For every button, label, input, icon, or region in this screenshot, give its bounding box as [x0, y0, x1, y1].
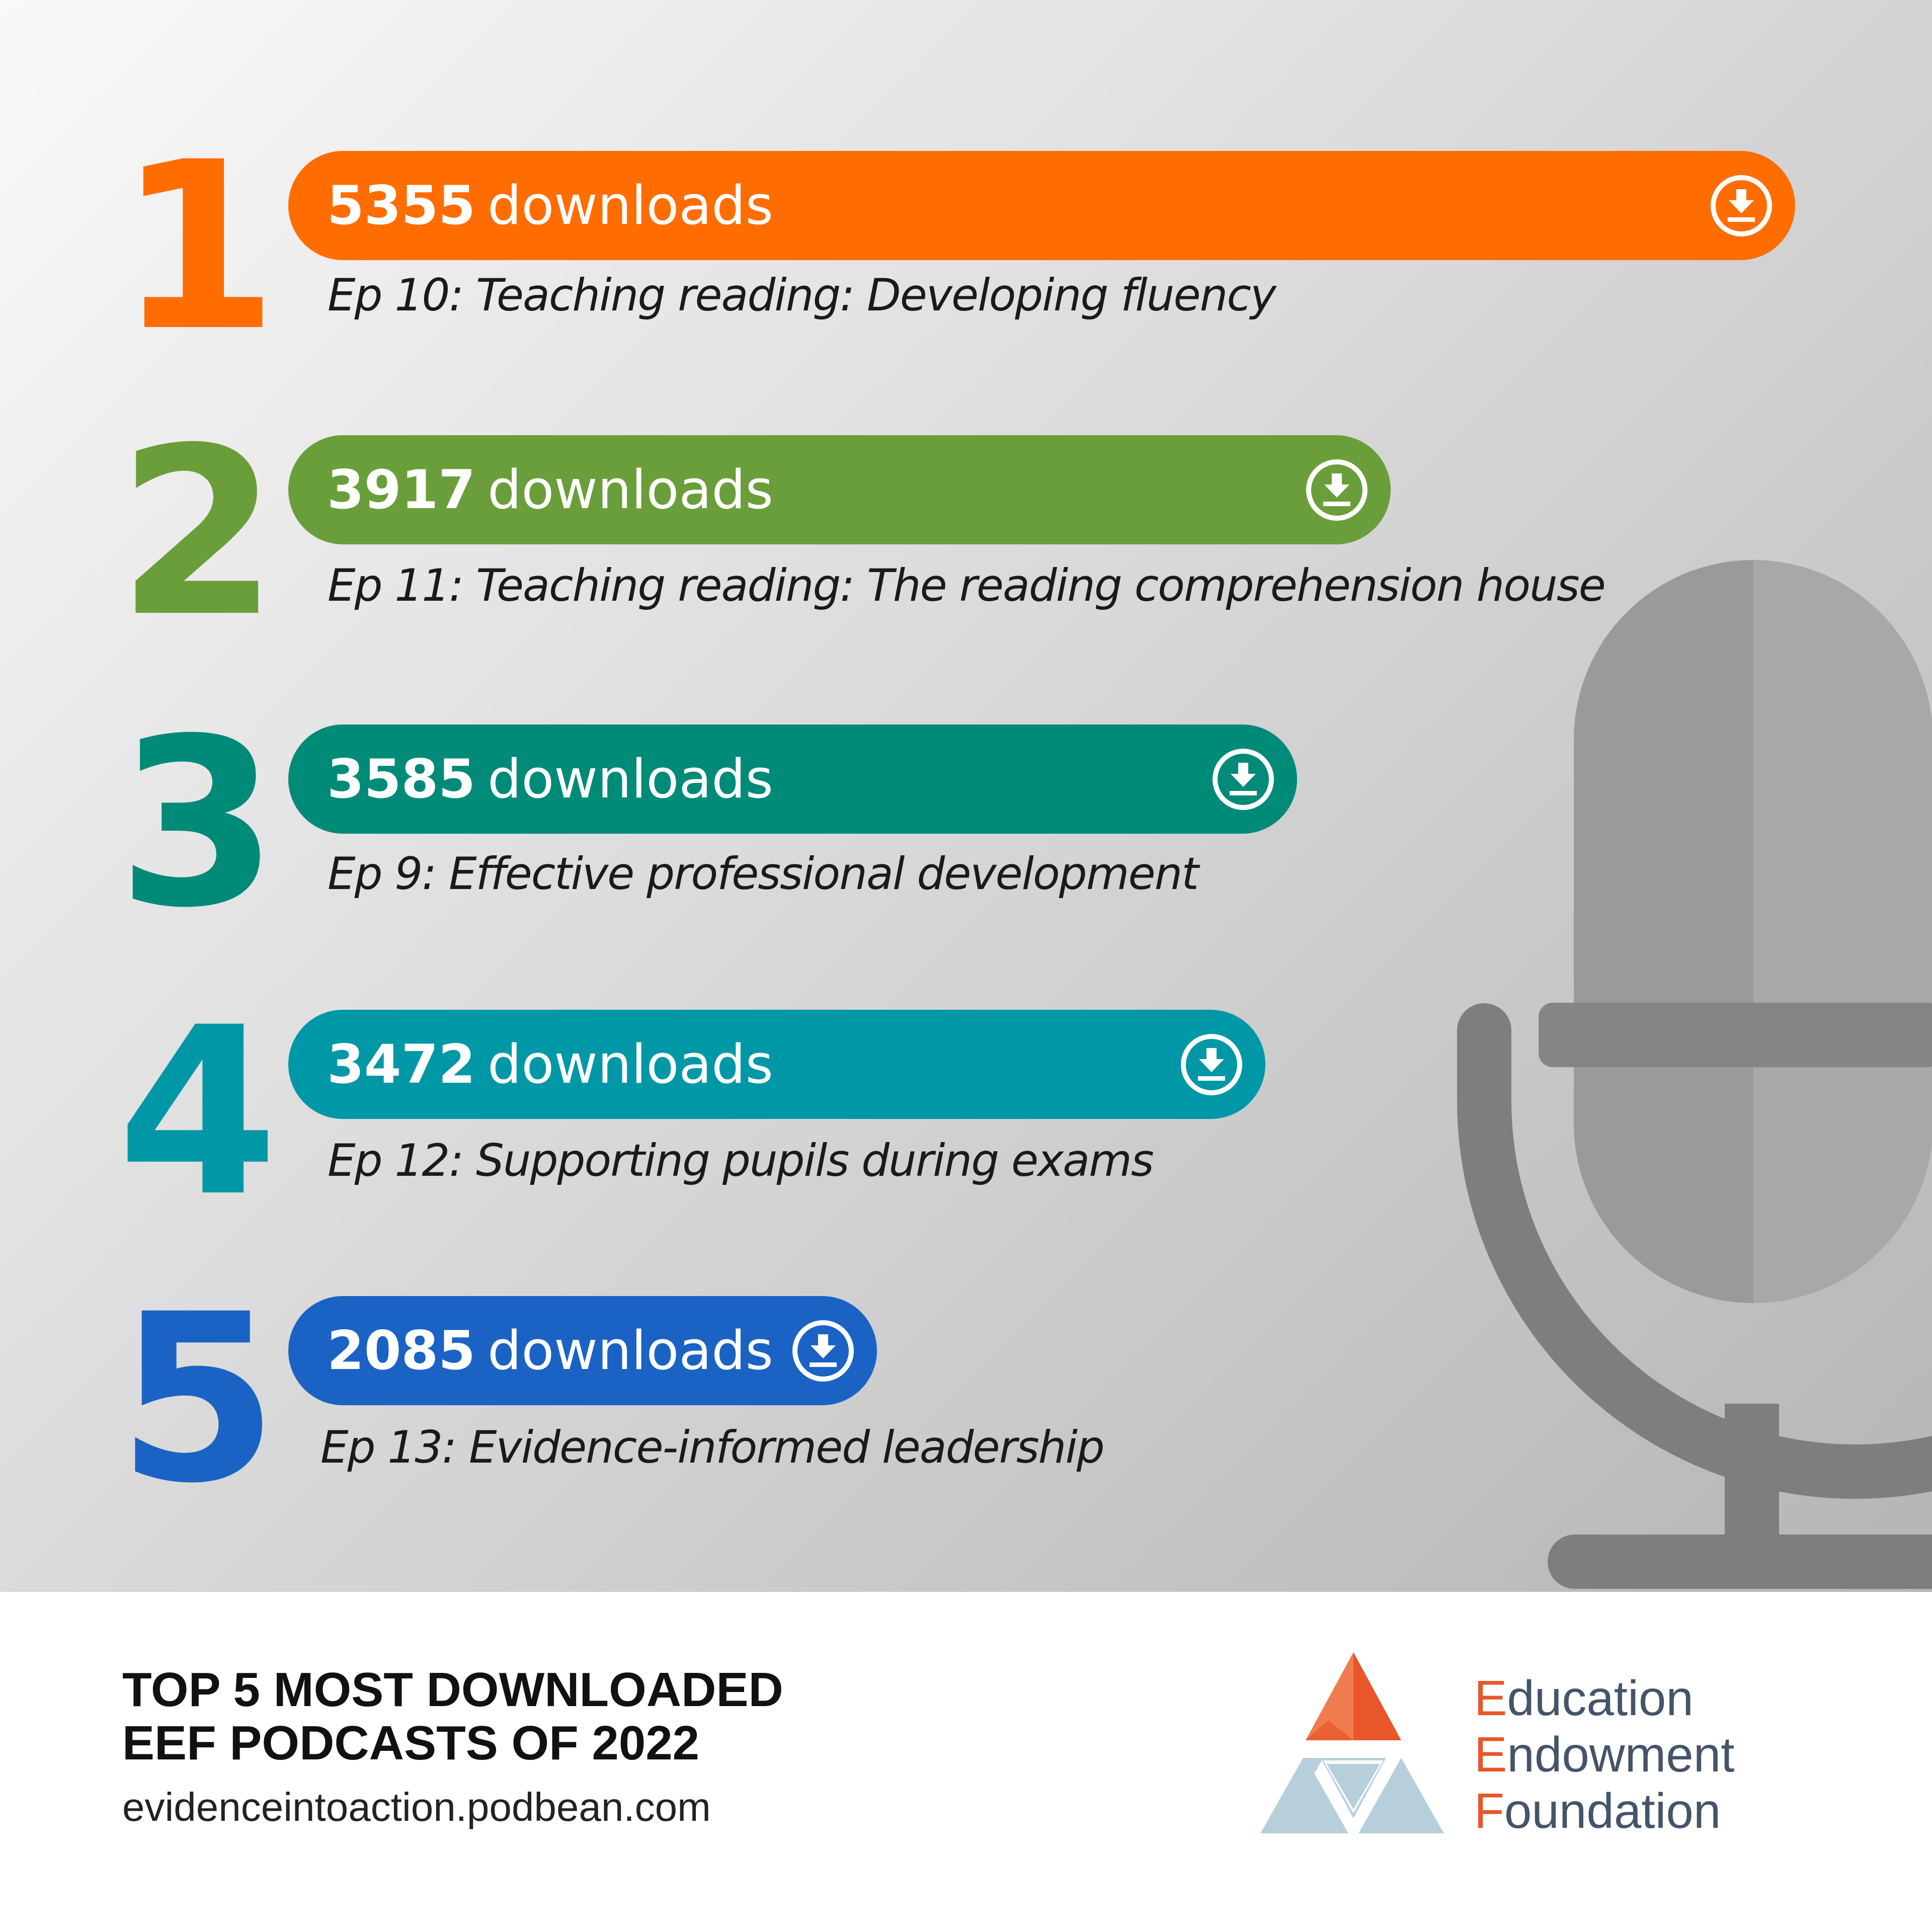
logo-line-3: Foundation	[1474, 1783, 1735, 1839]
bar-label: 3917 downloads	[327, 435, 773, 544]
podcast-url-link[interactable]: evidenceintoaction.podbean.com	[122, 1785, 711, 1829]
eef-triangle-logo	[1260, 1652, 1444, 1833]
download-circle-icon[interactable]	[1304, 457, 1370, 523]
rank-number: 2	[117, 398, 278, 668]
episode-title: Ep 9: Effective professional development	[328, 848, 1199, 900]
logo-rest-2: ndowment	[1507, 1727, 1735, 1782]
download-count: 3472	[327, 1033, 476, 1095]
logo-line-2: Endowment	[1474, 1726, 1735, 1783]
episode-title: Ep 11: Teaching reading: The reading com…	[328, 559, 1606, 611]
microphone-icon	[1457, 560, 1932, 1589]
logo-rest-3: oundation	[1504, 1783, 1721, 1838]
footer: TOP 5 MOST DOWNLOADED EEF PODCASTS OF 20…	[0, 1592, 1932, 1932]
download-unit: downloads	[488, 175, 773, 236]
download-unit: downloads	[488, 1320, 773, 1382]
bar-label: 5355 downloads	[327, 151, 773, 260]
download-count: 3917	[327, 459, 476, 521]
download-bar: 3585 downloads	[288, 725, 1297, 834]
download-bar: 2085 downloads	[288, 1296, 877, 1405]
logo-line-1: Education	[1474, 1670, 1735, 1726]
download-bar: 3917 downloads	[288, 435, 1391, 544]
download-circle-icon[interactable]	[790, 1318, 856, 1384]
bar-label: 2085 downloads	[327, 1296, 773, 1405]
download-unit: downloads	[488, 459, 773, 521]
download-count: 2085	[327, 1320, 476, 1382]
download-unit: downloads	[488, 1033, 773, 1095]
episode-title: Ep 12: Supporting pupils during exams	[328, 1135, 1154, 1186]
bar-label: 3585 downloads	[327, 725, 773, 834]
download-circle-icon[interactable]	[1179, 1032, 1244, 1097]
episode-title: Ep 10: Teaching reading: Developing flue…	[328, 269, 1276, 321]
download-bar: 5355 downloads	[288, 151, 1795, 260]
infographic-area: 1 5355 downloads Ep 10: Teaching reading: D…	[0, 0, 1932, 1592]
download-circle-icon[interactable]	[1211, 747, 1276, 812]
logo-rest-1: ducation	[1507, 1670, 1694, 1726]
logo-initial-3: F	[1474, 1783, 1504, 1838]
logo-initial-2: E	[1474, 1727, 1507, 1782]
logo-initial-1: E	[1474, 1670, 1507, 1726]
download-bar: 3472 downloads	[288, 1010, 1265, 1119]
episode-title: Ep 13: Evidence-informed leadership	[320, 1421, 1105, 1473]
download-unit: downloads	[488, 748, 773, 810]
rank-number: 5	[117, 1265, 278, 1534]
rank-number: 4	[117, 978, 278, 1247]
download-count: 5355	[327, 175, 476, 236]
download-count: 3585	[327, 748, 476, 810]
download-circle-icon[interactable]	[1709, 173, 1774, 238]
footer-title-line-1: TOP 5 MOST DOWNLOADED	[122, 1663, 783, 1717]
eef-logo-text: Education Endowment Foundation	[1474, 1670, 1735, 1839]
bar-label: 3472 downloads	[327, 1010, 773, 1119]
footer-title: TOP 5 MOST DOWNLOADED EEF PODCASTS OF 20…	[122, 1663, 783, 1770]
footer-title-line-2: EEF PODCASTS OF 2022	[122, 1716, 699, 1770]
rank-number: 1	[117, 113, 278, 382]
rank-number: 3	[117, 689, 278, 958]
